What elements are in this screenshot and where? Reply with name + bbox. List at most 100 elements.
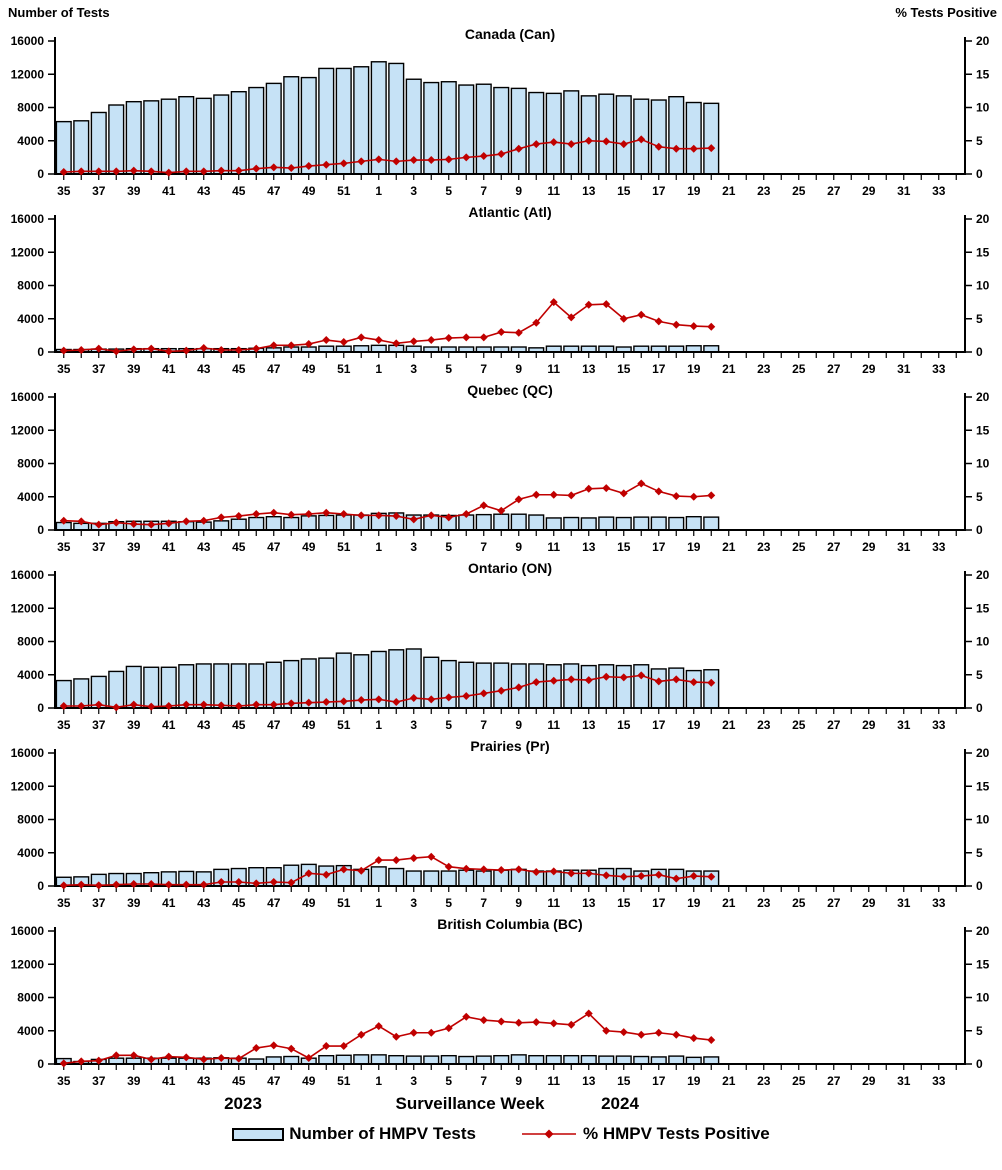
pct-positive-marker xyxy=(602,672,611,681)
test-count-bar xyxy=(248,86,265,175)
legend: Number of HMPV Tests % HMPV Tests Positi… xyxy=(0,1118,1002,1150)
left-tick-label: 16000 xyxy=(11,924,45,938)
test-count-bar xyxy=(545,517,562,531)
pct-positive-marker xyxy=(567,869,576,878)
x-tick-label: 11 xyxy=(547,896,560,910)
pct-positive-marker xyxy=(549,298,558,307)
pct-positive-marker xyxy=(514,1018,523,1027)
x-tick-label: 21 xyxy=(722,1074,736,1088)
test-count-bar xyxy=(160,98,177,175)
x-tick-label: 35 xyxy=(57,540,71,554)
pct-positive-marker xyxy=(147,167,156,176)
pct-positive-marker xyxy=(707,322,716,331)
pct-positive-marker xyxy=(619,140,628,149)
pct-positive-marker xyxy=(409,156,418,165)
x-tick-label: 47 xyxy=(267,362,281,376)
x-tick-label: 49 xyxy=(302,718,316,732)
test-count-bar xyxy=(545,664,562,709)
test-count-bar xyxy=(563,663,580,709)
x-tick-label: 1 xyxy=(375,718,382,732)
pct-positive-marker xyxy=(479,152,488,161)
pct-positive-marker xyxy=(94,881,103,890)
x-tick-label: 11 xyxy=(547,540,560,554)
pct-positive-marker xyxy=(479,333,488,342)
x-tick-label: 3 xyxy=(410,1074,417,1088)
right-tick-label: 10 xyxy=(976,279,990,293)
x-tick-label: 19 xyxy=(687,896,701,910)
pct-positive-marker xyxy=(269,878,278,887)
pct-positive-marker xyxy=(269,163,278,172)
x-tick-label: 49 xyxy=(302,1074,316,1088)
x-tick-label: 33 xyxy=(932,1074,946,1088)
test-count-bar xyxy=(580,664,597,709)
right-tick-label: 15 xyxy=(976,957,990,971)
right-tick-label: 15 xyxy=(976,67,990,81)
pct-positive-marker xyxy=(339,338,348,347)
test-count-bar xyxy=(458,1055,475,1065)
right-tick-label: 5 xyxy=(976,312,983,326)
test-count-bar xyxy=(510,87,527,175)
pct-positive-marker xyxy=(514,865,523,874)
left-tick-label: 16000 xyxy=(11,746,45,760)
test-count-bar xyxy=(265,1056,282,1065)
pct-positive-marker xyxy=(199,344,208,353)
pct-positive-marker xyxy=(689,492,698,501)
right-tick-label: 0 xyxy=(976,1057,983,1071)
panel-chart-canvas: 35 37 39 41 43 45 47 49 51 1 3 5 7 9 11 13 15 17 19 21 23 25 2… xyxy=(11,212,990,376)
pct-positive-marker xyxy=(637,1030,646,1039)
pct-positive-marker xyxy=(287,164,296,173)
x-tick-label: 43 xyxy=(197,540,211,554)
left-tick-label: 4000 xyxy=(17,490,44,504)
pct-positive-marker xyxy=(234,166,243,175)
test-count-bar xyxy=(545,92,562,175)
pct-positive-marker xyxy=(322,508,331,517)
left-tick-label: 16000 xyxy=(11,34,45,48)
test-count-bar xyxy=(248,516,265,531)
x-tick-label: 37 xyxy=(92,540,106,554)
test-count-bar xyxy=(528,91,545,175)
panel-title: Atlantic (Atl) xyxy=(468,204,552,220)
test-count-bar xyxy=(405,870,422,887)
test-count-bar xyxy=(160,666,177,709)
pct-positive-marker xyxy=(147,880,156,889)
right-tick-label: 10 xyxy=(976,991,990,1005)
panel-title: Canada (Can) xyxy=(464,26,556,42)
x-tick-label: 25 xyxy=(792,896,806,910)
left-tick-label: 16000 xyxy=(11,390,45,404)
pct-positive-marker xyxy=(479,501,488,510)
x-tick-label: 31 xyxy=(897,1074,911,1088)
left-tick-label: 12000 xyxy=(11,423,45,437)
pct-positive-marker xyxy=(112,167,121,176)
pct-positive-marker xyxy=(357,157,366,166)
x-tick-label: 49 xyxy=(302,896,316,910)
x-tick-label: 51 xyxy=(337,718,351,732)
x-tick-label: 11 xyxy=(547,362,560,376)
test-count-bar xyxy=(73,120,90,175)
x-tick-label: 51 xyxy=(337,184,351,198)
pct-positive-marker xyxy=(129,166,138,175)
pct-positive-marker xyxy=(427,852,436,861)
pct-positive-marker xyxy=(427,156,436,165)
x-tick-label: 23 xyxy=(757,718,771,732)
pct-positive-marker xyxy=(689,678,698,687)
x-tick-label: 39 xyxy=(127,184,141,198)
pct-positive-marker xyxy=(147,520,156,529)
pct-positive-marker xyxy=(409,854,418,863)
pct-positive-marker xyxy=(479,689,488,698)
test-count-bar xyxy=(178,95,195,175)
test-count-bar xyxy=(125,100,142,175)
right-tick-label: 10 xyxy=(976,635,990,649)
pct-positive-marker xyxy=(339,159,348,168)
pct-positive-marker xyxy=(479,1016,488,1025)
pct-positive-marker xyxy=(532,1018,541,1027)
right-tick-label: 20 xyxy=(976,568,990,582)
x-tick-label: 29 xyxy=(862,718,876,732)
left-tick-label: 8000 xyxy=(17,457,44,471)
pct-positive-marker xyxy=(164,519,173,528)
x-tick-label: 7 xyxy=(480,184,487,198)
pct-positive-marker xyxy=(514,144,523,153)
pct-positive-marker xyxy=(234,878,243,887)
pct-positive-marker xyxy=(269,508,278,517)
test-count-bar xyxy=(440,1054,457,1065)
pct-positive-marker xyxy=(409,337,418,346)
